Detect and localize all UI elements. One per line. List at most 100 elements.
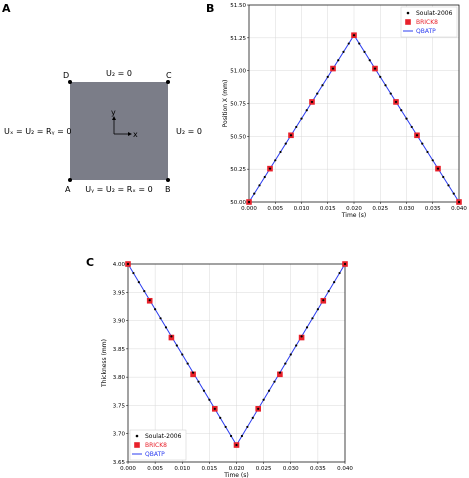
chart-c-soulat-2006-point — [170, 335, 173, 338]
chart-c-soulat-2006-point — [132, 271, 135, 275]
chart-b-soulat-2006-point — [436, 167, 440, 170]
chart-b-soulat-2006-point — [274, 159, 277, 162]
corner-a-label: A — [65, 185, 71, 194]
chart-b-soulat-2006-point — [268, 167, 272, 170]
chart-c-soulat-2006-point — [251, 416, 254, 419]
chart-c-soulat-2006-point — [219, 416, 222, 419]
chart-c-ytick-label: 3.65 — [113, 460, 126, 466]
chart-b-soulat-2006-point — [358, 42, 361, 45]
chart-c-ytick-label: 3.70 — [113, 432, 126, 438]
chart-b-xtick-label: 0.020 — [346, 206, 362, 212]
chart-c-soulat-2006-point — [295, 344, 298, 347]
panel-c-letter: C — [86, 256, 94, 269]
chart-c-legend-brick8-label: BRICK8 — [145, 442, 167, 449]
axis-x-label: x — [133, 130, 138, 139]
chart-c-legend-brick8-marker — [134, 442, 140, 448]
chart-c-ylabel: Thickness (mm) — [101, 339, 108, 388]
chart-b-soulat-2006-point — [452, 192, 455, 195]
chart-b-xtick-label: 0.010 — [294, 206, 310, 212]
chart-b-soulat-2006-point — [337, 59, 340, 62]
chart-b-legend-brick8-marker — [405, 19, 411, 25]
chart-c-soulat-2006-point — [181, 353, 184, 356]
chart-b-xtick-label: 0.000 — [241, 206, 257, 212]
corner-d-label: D — [63, 71, 69, 80]
chart-b-soulat-2006-point — [405, 117, 408, 120]
chart-b-legend-soulat-2006-label: Soulat-2006 — [416, 10, 453, 17]
bc-bottom-label: Uᵧ = U₂ = Rₓ = 0 — [85, 185, 152, 194]
chart-b-soulat-2006-point — [331, 67, 335, 70]
x-arrowhead-icon — [128, 132, 132, 136]
chart-b: 0.000 0.005 0.010 0.015 0.020 0.025 0.030 0.035… — [222, 3, 467, 219]
chart-b-ytick-label: 50.25 — [230, 167, 246, 173]
chart-c-soulat-2006-point — [213, 407, 216, 410]
chart-b-xtick-label: 0.025 — [372, 206, 388, 212]
chart-c-xtick-label: 0.015 — [202, 466, 218, 472]
chart-b-soulat-2006-point — [431, 159, 434, 162]
chart-c-xtick-label: 0.030 — [283, 466, 299, 472]
chart-b-legend-qbatp-label: QBATP — [416, 28, 436, 35]
chart-c-soulat-2006-point — [240, 434, 244, 438]
corner-c-label: C — [166, 71, 172, 80]
chart-c-soulat-2006-point — [289, 353, 292, 356]
chart-b-ytick-label: 50.50 — [230, 134, 246, 140]
chart-c-soulat-2006-point — [229, 434, 233, 438]
chart-c-soulat-2006-point — [224, 425, 227, 429]
axis-y-label: y — [111, 108, 116, 117]
chart-b-ytick-label: 51.00 — [230, 69, 246, 75]
chart-b-soulat-2006-point — [326, 75, 329, 79]
chart-c-ytick-label: 3.95 — [113, 290, 126, 296]
chart-c-soulat-2006-point — [257, 407, 260, 410]
chart-b-soulat-2006-point — [426, 150, 429, 154]
chart-b-soulat-2006-point — [373, 67, 377, 70]
chart-c-soulat-2006-point — [284, 362, 287, 365]
chart-b-soulat-2006-point — [384, 84, 387, 87]
chart-b-ytick-label: 50.75 — [230, 102, 246, 108]
chart-c-soulat-2006-point — [262, 398, 265, 401]
chart-b-soulat-2006-point — [394, 100, 398, 104]
chart-c-brick8-point — [190, 371, 196, 378]
chart-c-soulat-2006-point — [246, 425, 249, 429]
panel-a: A D C A B U₂ = 0 U₂ = 0 Uₓ = U₂ = Rᵧ = 0… — [2, 2, 202, 194]
chart-c-legend-soulat-2006-marker — [135, 434, 139, 438]
chart-c-legend-box — [129, 429, 187, 461]
corner-a-node — [68, 178, 72, 182]
chart-c-soulat-2006-point — [164, 326, 168, 329]
chart-c-xtick-label: 0.035 — [310, 466, 326, 472]
chart-c-soulat-2006-point — [126, 262, 130, 266]
chart-b-soulat-2006-point — [321, 84, 324, 87]
chart-b-soulat-2006-point — [410, 125, 413, 129]
chart-b-soulat-2006-point — [389, 92, 392, 95]
panel-a-letter: A — [2, 2, 11, 15]
corner-d-node — [68, 80, 72, 84]
chart-c-soulat-2006-point — [273, 380, 276, 383]
chart-c-soulat-2006-point — [186, 362, 189, 365]
panel-b-letter: B — [206, 2, 214, 15]
chart-b-soulat-2006-point — [368, 59, 371, 62]
bc-top-label: U₂ = 0 — [106, 69, 132, 78]
chart-b-soulat-2006-point — [247, 200, 251, 204]
chart-c-xtick-label: 0.010 — [174, 466, 190, 472]
chart-c: 0.000 0.005 0.010 0.015 0.020 0.025 0.030 0.035… — [101, 261, 353, 478]
chart-b-xtick-label: 0.035 — [425, 206, 441, 212]
chart-c-soulat-2006-point — [148, 299, 151, 302]
y-arrowhead-icon — [112, 116, 116, 120]
chart-b-soulat-2006-point — [253, 192, 256, 195]
chart-b-ylabel: Position X (mm) — [222, 80, 229, 128]
chart-c-legend-qbatp-label: QBATP — [145, 451, 165, 458]
chart-b-soulat-2006-point — [258, 184, 261, 187]
chart-c-ytick-label: 3.90 — [113, 319, 126, 325]
chart-c-xtick-label: 0.020 — [229, 466, 245, 472]
chart-b-soulat-2006-point — [347, 42, 350, 45]
chart-c-soulat-2006-point — [300, 335, 303, 338]
chart-b-soulat-2006-point — [284, 142, 287, 145]
chart-b-legend-brick8-label: BRICK8 — [416, 19, 438, 26]
chart-b-soulat-2006-point — [457, 200, 461, 204]
chart-c-xtick-label: 0.040 — [337, 466, 353, 472]
chart-c-soulat-2006-point — [278, 371, 281, 374]
chart-c-soulat-2006-point — [305, 326, 309, 329]
chart-c-ytick-label: 3.85 — [113, 347, 126, 353]
chart-c-soulat-2006-point — [267, 389, 271, 392]
chart-b-soulat-2006-point — [415, 134, 419, 137]
chart-c-soulat-2006-point — [143, 290, 146, 293]
